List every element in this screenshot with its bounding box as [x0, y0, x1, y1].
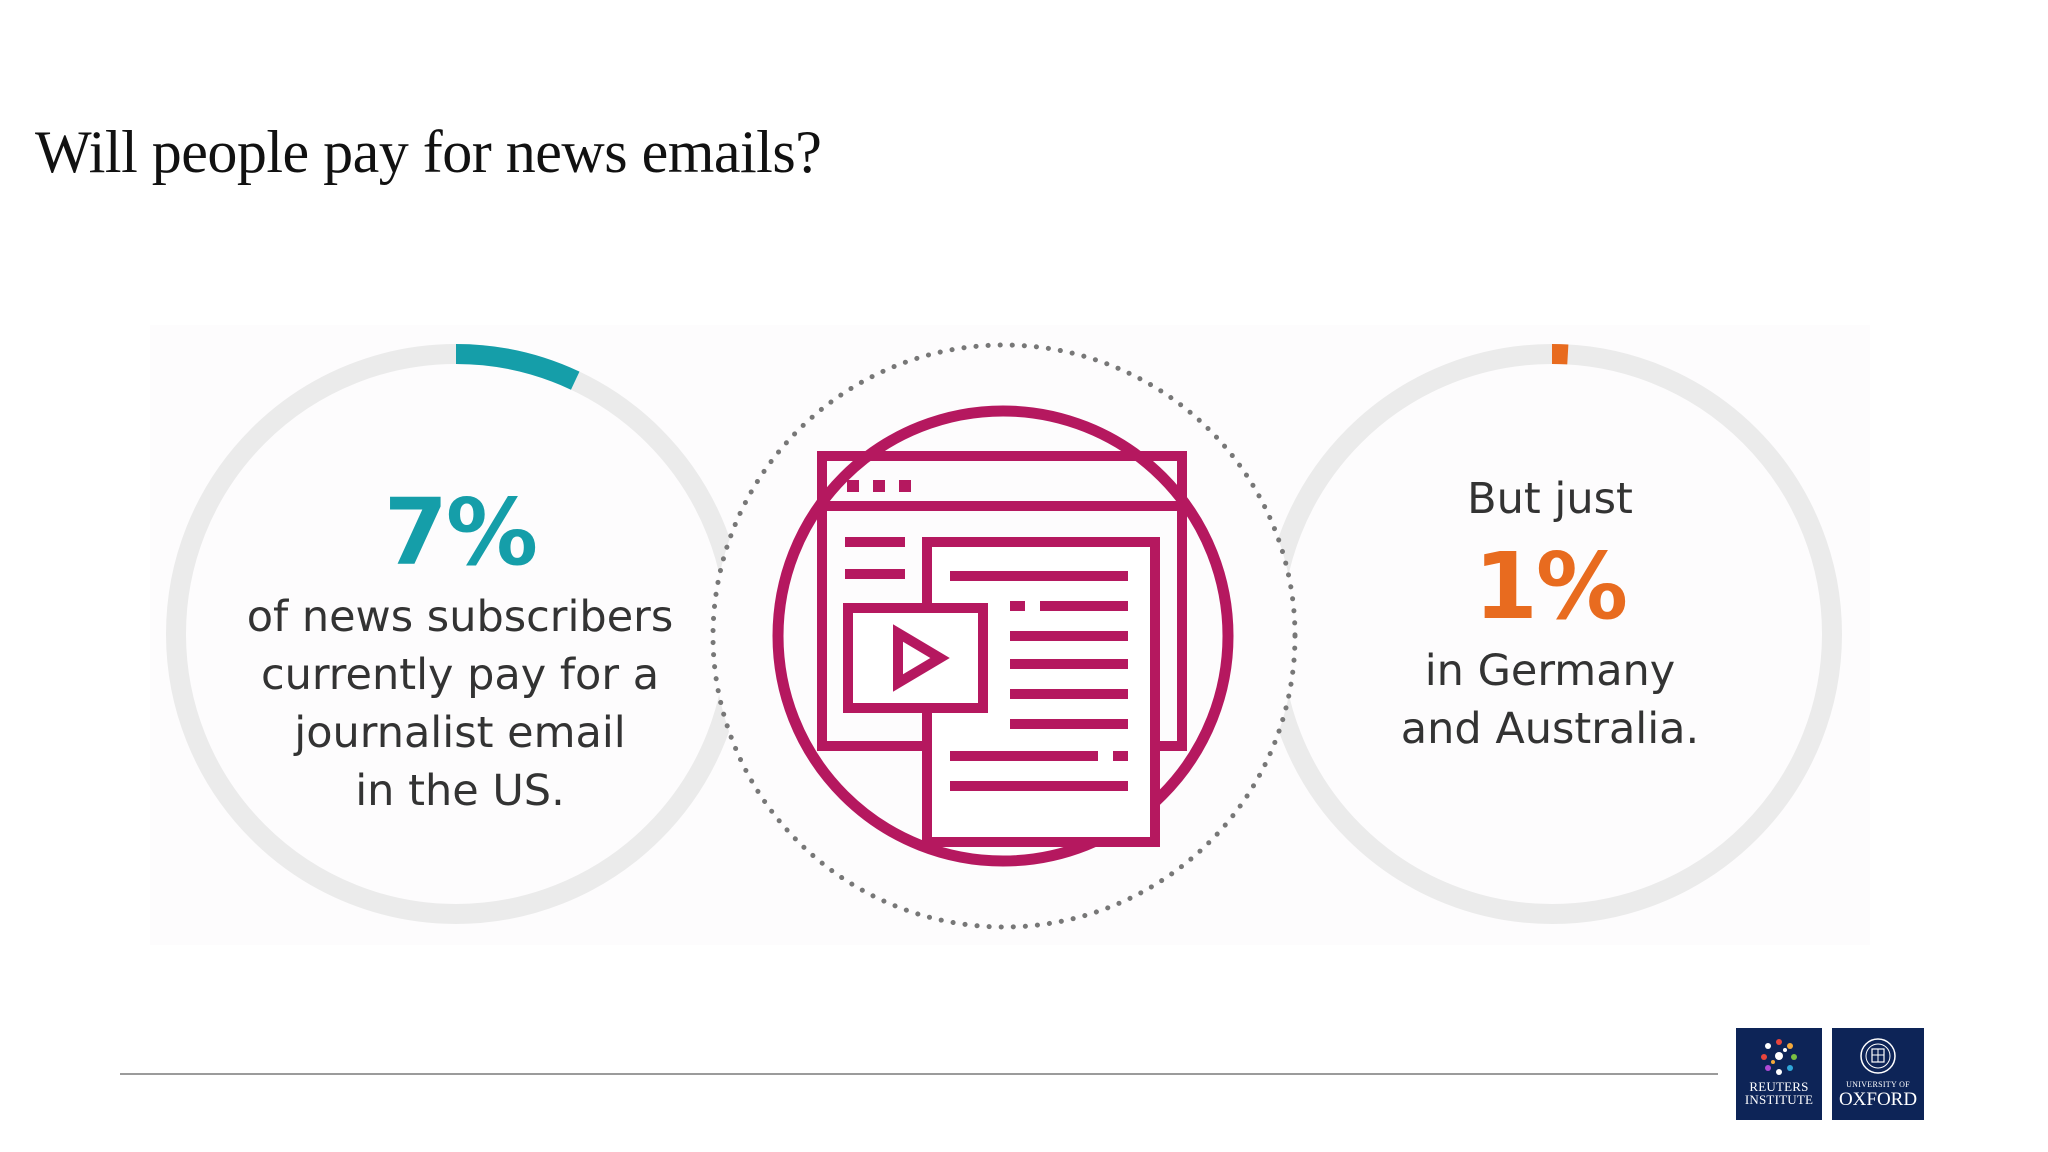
- left-stat-line-2: currently pay for a: [260, 650, 660, 700]
- oxford-logo-line-2: OXFORD: [1838, 1089, 1918, 1110]
- right-stat-value: 1%: [1473, 533, 1628, 640]
- left-progress-ring: [166, 344, 746, 924]
- right-stat: But just 1% in Germany and Australia.: [1290, 470, 1810, 758]
- right-stat-intro: But just: [1467, 474, 1633, 524]
- right-stat-line-1: in Germany: [1424, 646, 1676, 696]
- reuters-logo-line-1: REUTERS: [1749, 1079, 1809, 1094]
- oxford-crest-icon: [1860, 1038, 1896, 1074]
- footer-divider: [120, 1073, 1718, 1075]
- oxford-university-logo: UNIVERSITY OF OXFORD: [1832, 1028, 1924, 1120]
- right-stat-line-2: and Australia.: [1400, 704, 1700, 754]
- email-newsletter-icon: [772, 405, 1234, 867]
- left-stat-line-1: of news subscribers: [246, 592, 674, 642]
- reuters-logo-line-2: INSTITUTE: [1744, 1092, 1814, 1107]
- left-stat-line-3: journalist email: [294, 708, 626, 758]
- left-stat-value: 7%: [383, 479, 538, 586]
- left-stat-line-4: in the US.: [355, 766, 565, 816]
- oxford-logo-line-1: UNIVERSITY OF: [1846, 1080, 1910, 1089]
- slide-title: Will people pay for news emails?: [35, 119, 822, 185]
- left-stat: 7% of news subscribers currently pay for…: [200, 478, 720, 820]
- left-ring-progress: [455, 344, 580, 390]
- reuters-dots-icon: [1761, 1039, 1797, 1075]
- reuters-institute-logo: REUTERS INSTITUTE: [1736, 1028, 1822, 1120]
